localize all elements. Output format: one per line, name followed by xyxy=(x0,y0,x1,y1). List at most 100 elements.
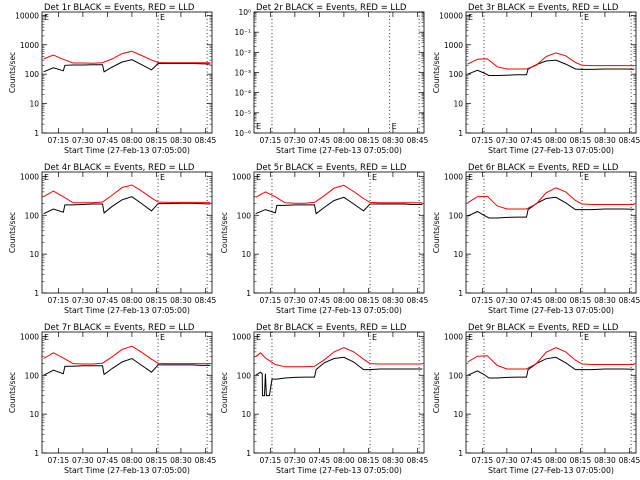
x-tick-label: 08:15 xyxy=(358,136,380,145)
x-tick-label: 08:45 xyxy=(195,296,217,305)
y-tick-label: 10000 xyxy=(15,11,39,20)
y-tick-label: 100 xyxy=(25,371,40,380)
x-tick-label: 07:30 xyxy=(284,136,306,145)
series-lld-line xyxy=(467,346,635,370)
y-tick-label: 1 xyxy=(246,289,251,298)
series-events-line xyxy=(255,196,423,215)
x-tick-label: 07:15 xyxy=(472,136,494,145)
series-events-line xyxy=(467,196,635,219)
y-axis-label: Counts/sec xyxy=(220,372,229,413)
x-tick-label: 08:30 xyxy=(382,456,404,465)
y-tick-label: 10⁰ xyxy=(238,8,251,17)
panel-det6r: Det 6r BLACK = Events, RED = LLD 1 10 100 10… xyxy=(432,163,640,315)
x-tick-label: 07:30 xyxy=(72,296,94,305)
series-lld-line xyxy=(43,345,211,365)
x-tick-label: 08:15 xyxy=(146,136,168,145)
x-tick-label: 08:30 xyxy=(382,296,404,305)
x-axis-label: Start Time (27-Feb-13 07:05:00) xyxy=(64,466,190,475)
y-tick-label: 1 xyxy=(34,129,39,138)
plot-frame xyxy=(465,11,637,134)
x-tick-label: 08:45 xyxy=(619,136,640,145)
x-tick-label: 08:00 xyxy=(121,456,143,465)
panel-det7r: Det 7r BLACK = Events, RED = LLD 1 10 100 10… xyxy=(8,323,216,475)
x-tick-label: 08:45 xyxy=(619,296,640,305)
x-tick-label: 08:15 xyxy=(570,456,592,465)
marker-label: E xyxy=(160,13,165,22)
series-lld-line xyxy=(255,346,423,368)
series-lld-line xyxy=(467,52,635,70)
x-tick-label: 07:45 xyxy=(97,136,119,145)
series-lld-line xyxy=(43,50,211,64)
x-tick-label: 08:00 xyxy=(545,296,567,305)
x-tick-label: 08:15 xyxy=(570,136,592,145)
y-tick-label: 10 xyxy=(29,410,39,419)
x-tick-label: 07:30 xyxy=(72,456,94,465)
panel-det9r: Det 9r BLACK = Events, RED = LLD 1 10 100 10… xyxy=(432,323,640,475)
panel-det3r: Det 3r BLACK = Events, RED = LLD 1 10 100 10… xyxy=(432,3,640,155)
x-tick-label: 07:45 xyxy=(309,456,331,465)
panel-title: Det 5r BLACK = Events, RED = LLD xyxy=(256,163,407,173)
y-tick-label: 1000 xyxy=(232,172,251,181)
x-axis-label: Start Time (27-Feb-13 07:05:00) xyxy=(488,466,614,475)
x-tick-label: 07:45 xyxy=(97,296,119,305)
panel-title: Det 7r BLACK = Events, RED = LLD xyxy=(44,323,195,333)
panel-title: Det 3r BLACK = Events, RED = LLD xyxy=(468,3,619,13)
marker-label: E xyxy=(160,333,165,342)
y-tick-label: 100 xyxy=(25,70,40,79)
x-tick-label: 08:30 xyxy=(594,456,616,465)
x-tick-label: 08:00 xyxy=(333,456,355,465)
x-axis-label: Start Time (27-Feb-13 07:05:00) xyxy=(488,306,614,315)
y-tick-label: 10⁻¹ xyxy=(234,28,251,37)
x-tick-label: 08:15 xyxy=(358,296,380,305)
panel-title: Det 8r BLACK = Events, RED = LLD xyxy=(256,323,407,333)
y-tick-label: 1 xyxy=(246,449,251,458)
marker-label: E xyxy=(256,333,261,342)
x-tick-label: 07:15 xyxy=(260,296,282,305)
x-tick-label: 07:15 xyxy=(260,136,282,145)
x-tick-label: 07:15 xyxy=(48,456,70,465)
y-axis-label: Counts/sec xyxy=(432,212,441,253)
marker-label: E xyxy=(468,333,473,342)
y-axis-label: Counts/sec xyxy=(8,372,17,413)
y-tick-label: 1000 xyxy=(232,332,251,341)
series-events-line xyxy=(467,59,635,76)
series-lld-line xyxy=(467,187,635,210)
x-tick-label: 07:30 xyxy=(72,136,94,145)
x-tick-label: 08:15 xyxy=(146,456,168,465)
y-tick-label: 10⁻⁵ xyxy=(234,109,251,118)
panel-title: Det 9r BLACK = Events, RED = LLD xyxy=(468,323,619,333)
plot-frame xyxy=(253,331,425,454)
marker-label: E xyxy=(256,173,261,182)
y-tick-label: 10 xyxy=(453,250,463,259)
y-axis-label: Counts/sec xyxy=(8,212,17,253)
x-tick-label: 07:30 xyxy=(496,456,518,465)
panel-det2r: Det 2r BLACK = Events, RED = LLD 10⁻⁶ 10⁻⁵… xyxy=(234,3,428,155)
panel-title: Det 1r BLACK = Events, RED = LLD xyxy=(44,3,195,13)
x-tick-label: 07:45 xyxy=(97,456,119,465)
marker-label: E xyxy=(584,13,589,22)
y-tick-label: 100 xyxy=(237,211,252,220)
y-tick-label: 10⁻⁴ xyxy=(234,89,251,98)
series-events-line xyxy=(43,59,211,73)
panel-det8r: Det 8r BLACK = Events, RED = LLD 1 10 100 10… xyxy=(220,323,428,475)
x-tick-label: 07:30 xyxy=(284,456,306,465)
x-tick-label: 07:30 xyxy=(496,136,518,145)
series-events-line xyxy=(43,357,211,376)
x-tick-label: 07:15 xyxy=(48,136,70,145)
x-tick-label: 07:15 xyxy=(260,456,282,465)
y-tick-label: 1000 xyxy=(20,172,39,181)
x-tick-label: 07:30 xyxy=(284,296,306,305)
x-tick-label: 08:30 xyxy=(170,296,192,305)
marker-label: E xyxy=(44,13,49,22)
y-tick-label: 100 xyxy=(449,211,464,220)
y-axis-label: Counts/sec xyxy=(8,52,17,93)
x-tick-label: 08:30 xyxy=(594,296,616,305)
x-tick-label: 08:45 xyxy=(407,456,429,465)
y-tick-label: 10⁻⁶ xyxy=(234,129,251,138)
marker-label: E xyxy=(44,173,49,182)
x-axis-label: Start Time (27-Feb-13 07:05:00) xyxy=(276,466,402,475)
x-axis-label: Start Time (27-Feb-13 07:05:00) xyxy=(64,146,190,155)
y-tick-label: 100 xyxy=(25,211,40,220)
x-tick-label: 08:00 xyxy=(333,136,355,145)
